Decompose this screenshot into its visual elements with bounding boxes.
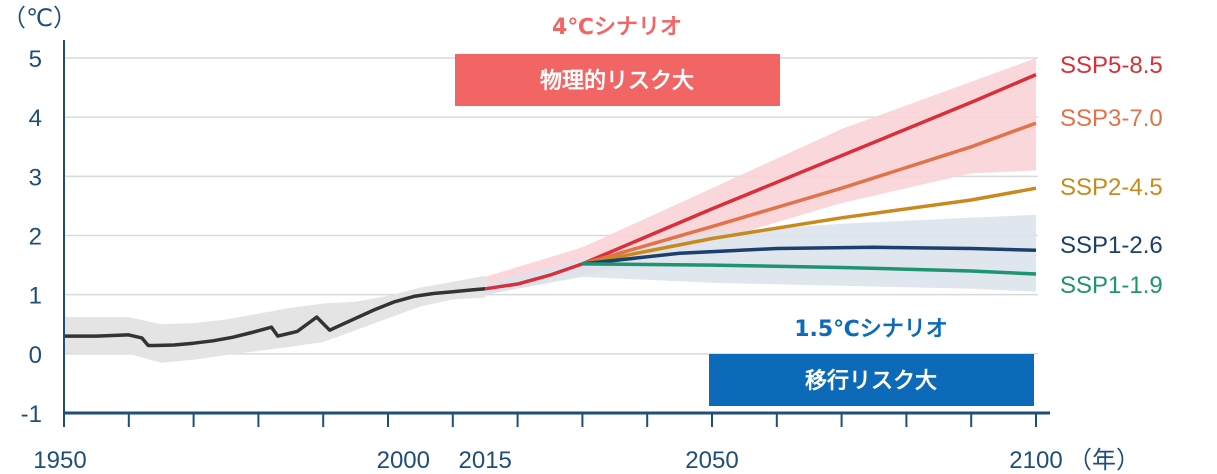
series-line-ssp1-2-6 [582,245,1037,266]
series-line-ssp5-8-5 [581,72,1037,266]
future-common-line [484,262,583,291]
x-tick-label-2050: 2050 [685,447,738,474]
x-tick-label-2100: 2100 [1009,447,1062,474]
historical-band [64,275,486,363]
y-tick-label-0: 0 [29,342,42,369]
series-label-ssp3-7-0: SSP3-7.0 [1060,105,1163,132]
y-tick-label-4: 4 [29,105,42,132]
y-tick-label--1: -1 [21,401,42,428]
bottom-scenario-box [709,354,1034,406]
series-label-ssp2-4-5: SSP2-4.5 [1060,174,1163,201]
series-label-ssp1-2-6: SSP1-2.6 [1060,232,1163,259]
y-axis-unit: （℃） [2,5,77,32]
uncertainty-band-1 [485,58,1036,295]
top-scenario-title: 4℃シナリオ [552,15,682,40]
x-tick-label-2015: 2015 [459,447,512,474]
x-tick-label-1950: 1950 [33,447,86,474]
y-tick-label-5: 5 [29,46,42,73]
series-line-ssp3-7-0 [581,121,1037,266]
uncertainty-band-2 [485,214,1036,295]
series-label-ssp5-8-5: SSP5-8.5 [1060,52,1163,79]
series-line-ssp2-4-5 [582,186,1037,266]
series-label-ssp1-1-9: SSP1-1.9 [1060,272,1163,299]
x-axis-unit: （年） [1068,447,1140,474]
x-tick-label-2000: 2000 [377,447,430,474]
bottom-scenario-box-label: 移行リスク大 [805,368,937,394]
y-tick-label-2: 2 [29,224,42,251]
y-tick-label-3: 3 [29,164,42,191]
series-line-ssp1-1-9 [582,262,1037,276]
top-scenario-box [455,54,780,106]
y-tick-label-1: 1 [29,283,42,310]
historical-line [64,287,486,348]
top-scenario-box-label: 物理的リスク大 [540,68,694,94]
bottom-scenario-title: 1.5℃シナリオ [794,317,948,342]
